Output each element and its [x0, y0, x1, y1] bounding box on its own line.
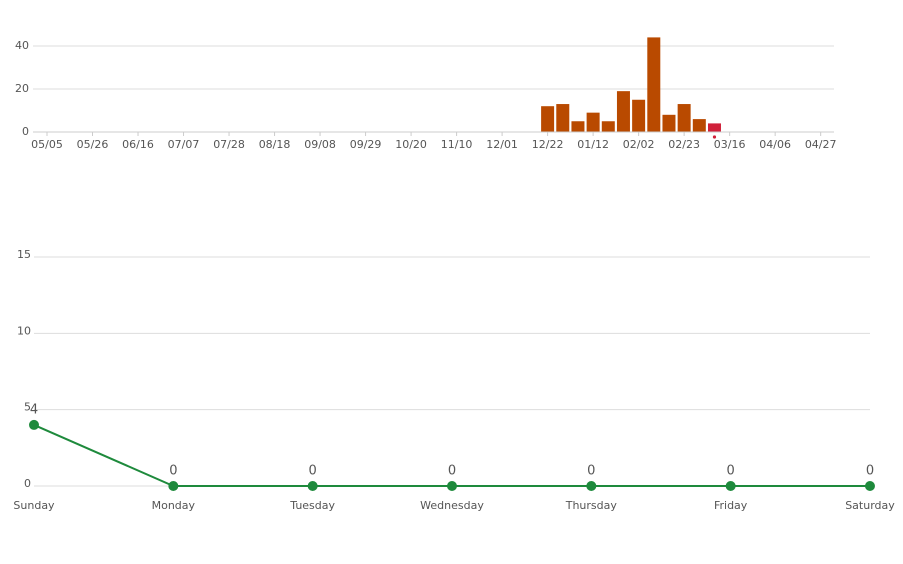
x-tick-label: 03/16 — [714, 138, 746, 151]
bar — [632, 99, 646, 132]
y-tick-label: 0 — [24, 477, 31, 490]
x-tick-label: 11/10 — [441, 138, 473, 151]
y-tick-label: 20 — [15, 82, 29, 95]
x-tick-label: 08/18 — [259, 138, 291, 151]
point — [29, 419, 39, 430]
x-tick-label: Wednesday — [420, 499, 484, 512]
y-tick-label: 5 — [24, 401, 31, 414]
x-tick-label: 07/07 — [168, 138, 200, 151]
x-tick-label: 07/28 — [213, 138, 245, 151]
x-tick-label: 04/27 — [805, 138, 837, 151]
x-tick-label: 12/01 — [486, 138, 518, 151]
point — [307, 481, 318, 491]
bar — [647, 37, 661, 132]
bar — [677, 104, 691, 132]
bar — [692, 119, 706, 132]
x-tick-label: 10/20 — [395, 138, 427, 151]
bar — [707, 123, 721, 132]
x-tick-label: 02/02 — [623, 138, 655, 151]
x-tick-label: Sunday — [13, 499, 55, 512]
y-tick-label: 15 — [17, 248, 31, 261]
data-label: 0 — [587, 464, 595, 479]
x-tick-label: 09/29 — [350, 138, 382, 151]
data-label: 0 — [309, 464, 317, 479]
data-label: 0 — [448, 464, 456, 479]
point — [586, 481, 597, 491]
current-marker — [712, 135, 717, 139]
point — [864, 481, 875, 491]
y-tick-label: 0 — [22, 125, 29, 138]
x-tick-label: 02/23 — [668, 138, 700, 151]
y-tick-label: 10 — [17, 324, 31, 337]
bar — [601, 121, 615, 132]
y-tick-label: 40 — [15, 39, 29, 52]
x-tick-label: Tuesday — [289, 499, 335, 512]
data-label: 0 — [727, 464, 735, 479]
bar — [662, 114, 676, 132]
x-tick-label: 12/22 — [532, 138, 564, 151]
x-tick-label: Monday — [152, 499, 196, 512]
x-tick-label: 06/16 — [122, 138, 154, 151]
point — [725, 481, 736, 491]
x-tick-label: 04/06 — [759, 138, 791, 151]
point — [446, 481, 457, 491]
x-tick-label: 05/05 — [31, 138, 63, 151]
x-tick-label: Friday — [714, 499, 748, 512]
x-tick-label: Thursday — [565, 499, 618, 512]
x-tick-label: 01/12 — [577, 138, 609, 151]
x-tick-label: Saturday — [845, 499, 895, 512]
bar — [556, 104, 570, 132]
bar — [571, 121, 585, 132]
x-tick-label: 09/08 — [304, 138, 336, 151]
data-label: 4 — [30, 402, 38, 417]
bar — [586, 112, 600, 132]
data-label: 0 — [169, 464, 177, 479]
bar — [616, 91, 630, 132]
data-label: 0 — [866, 464, 874, 479]
x-tick-label: 05/26 — [77, 138, 109, 151]
point — [168, 481, 179, 491]
bar — [541, 106, 555, 132]
